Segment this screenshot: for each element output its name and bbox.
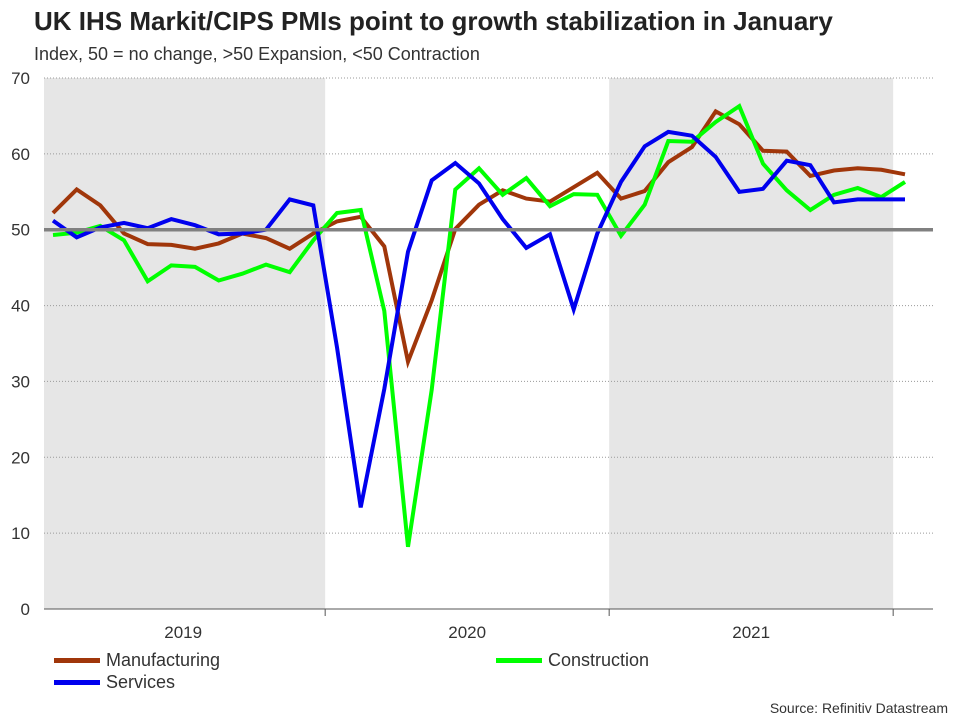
y-tick-label-0: 0 bbox=[21, 600, 30, 619]
shade-band-2019 bbox=[44, 78, 326, 609]
series-line-services bbox=[51, 129, 905, 508]
shaded-year-bands bbox=[44, 78, 894, 609]
y-tick-label-60: 60 bbox=[11, 145, 30, 164]
source-note: Source: Refinitiv Datastream bbox=[769, 700, 948, 716]
legend-item-manufacturing: Manufacturing bbox=[54, 650, 220, 671]
legend-label-services: Services bbox=[106, 672, 176, 692]
series-line-construction bbox=[52, 103, 907, 548]
chart-title: UK IHS Markit/CIPS PMIs point to growth … bbox=[34, 6, 833, 36]
legend-item-construction: Construction bbox=[496, 650, 649, 671]
y-axis-ticks: 0 10 20 30 40 50 60 70 bbox=[11, 69, 30, 619]
legend-swatch-manufacturing bbox=[54, 658, 100, 663]
y-tick-label-70: 70 bbox=[11, 69, 30, 88]
y-tick-label-40: 40 bbox=[11, 297, 30, 316]
x-axis-labels: 2019 2020 2021 bbox=[164, 623, 770, 642]
y-tick-label-30: 30 bbox=[11, 372, 30, 391]
year-label-2019: 2019 bbox=[164, 623, 202, 642]
shade-band-2021 bbox=[609, 78, 894, 609]
series-line-manufacturing bbox=[51, 108, 906, 369]
y-tick-label-10: 10 bbox=[11, 524, 30, 543]
y-tick-label-20: 20 bbox=[11, 448, 30, 467]
legend-swatch-construction bbox=[496, 658, 542, 663]
chart-subtitle: Index, 50 = no change, >50 Expansion, <5… bbox=[34, 44, 480, 64]
legend-label-manufacturing: Manufacturing bbox=[106, 650, 221, 670]
year-label-2021: 2021 bbox=[732, 623, 770, 642]
series-lines bbox=[44, 103, 933, 548]
x-axis bbox=[44, 608, 933, 616]
legend-item-services: Services bbox=[54, 672, 175, 693]
legend-swatch-services bbox=[54, 680, 100, 685]
year-label-2020: 2020 bbox=[448, 623, 486, 642]
legend-label-construction: Construction bbox=[548, 650, 650, 670]
y-tick-label-50: 50 bbox=[11, 221, 30, 240]
